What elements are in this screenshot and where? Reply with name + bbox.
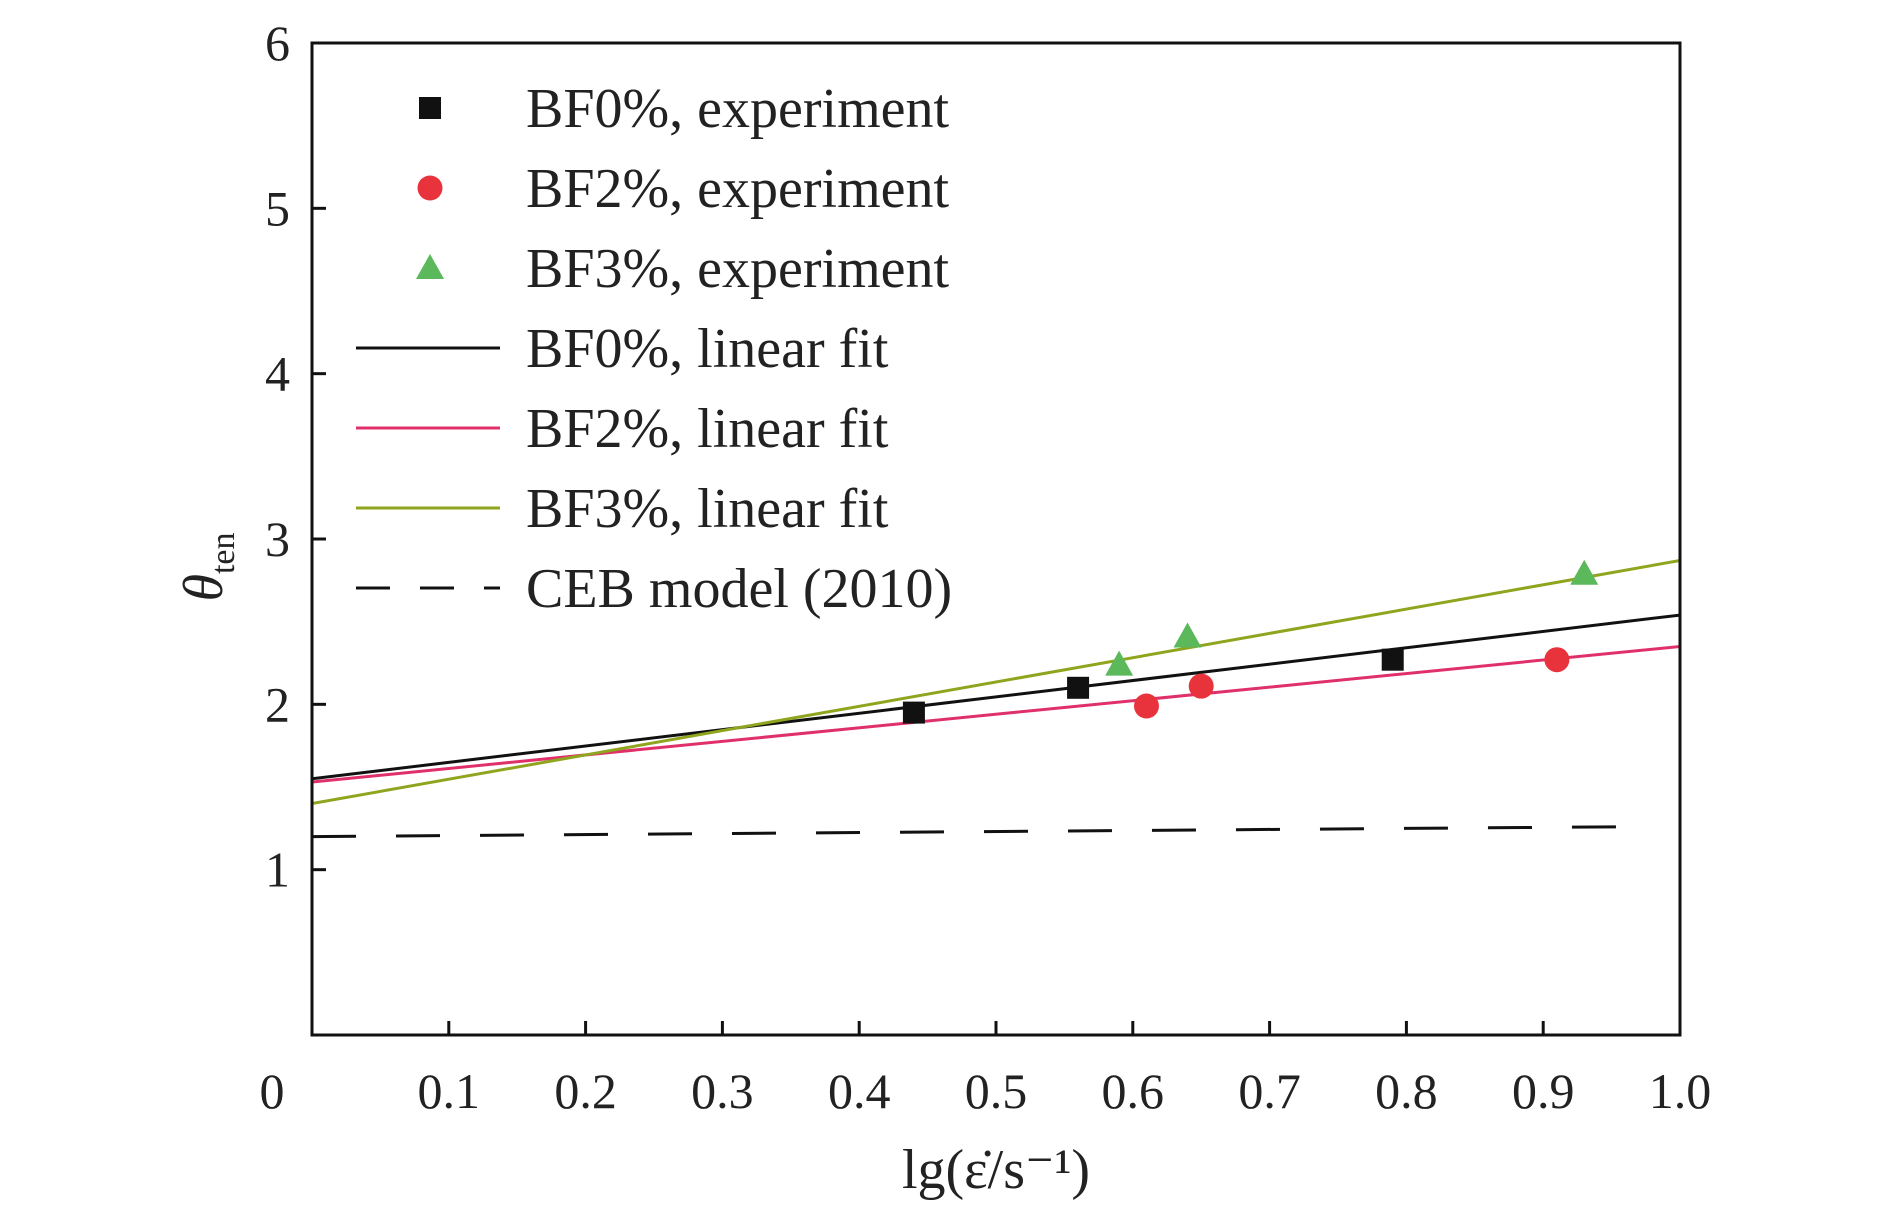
legend-bf2-experiment-marker	[417, 175, 443, 201]
x-tick-label: 0.8	[1375, 1063, 1438, 1119]
y-tick-label: 3	[265, 511, 290, 567]
bf2-experiment-point	[1544, 647, 1570, 673]
y-tick-label: 5	[265, 180, 290, 236]
x-tick-label: 0.5	[965, 1063, 1028, 1119]
y-tick-label: 2	[265, 676, 290, 732]
y-axis-label-sub: ten	[205, 532, 242, 574]
x-axis-label: lg(ε̇/s⁻¹)	[902, 1139, 1090, 1201]
x-tick-label: 0.4	[828, 1063, 891, 1119]
bf0-experiment-point	[1067, 676, 1090, 699]
plot-marks	[312, 559, 1680, 839]
legend-bf0-experiment-marker	[419, 97, 441, 119]
bf3-experiment-point	[1173, 622, 1202, 648]
legend-bf0-linear-fit-label: BF0%, linear fit	[526, 318, 889, 380]
y-axis-label-main: θ	[173, 574, 235, 602]
y-axis: 1 2 3 4 5 6	[265, 15, 326, 898]
x-axis: 0 0.1 0.2 0.3 0.4 0.5 0.6 0.7 0.8 0.9 1.0	[260, 1021, 1712, 1119]
x-tick-label: 0.2	[554, 1063, 617, 1119]
legend-bf2-linear-fit-label: BF2%, linear fit	[526, 398, 889, 460]
legend-bf3-linear-fit-label: BF3%, linear fit	[526, 478, 889, 540]
bf2-experiment-point	[1188, 673, 1214, 699]
legend-bf3-experiment-label: BF3%, experiment	[526, 238, 949, 300]
bf0-linear-fit-line	[312, 613, 1680, 781]
bf2-linear-fit-line	[312, 644, 1680, 784]
bf0-experiment-point	[1381, 648, 1404, 671]
x-tick-label: 0.9	[1512, 1063, 1575, 1119]
bf0-experiment-point	[902, 701, 925, 724]
x-tick-label: 0.6	[1102, 1063, 1165, 1119]
bf3-experiment-point	[1570, 559, 1599, 585]
y-tick-label: 4	[265, 346, 290, 402]
y-tick-label: 6	[265, 15, 290, 71]
x-tick-label: 0.3	[691, 1063, 754, 1119]
legend-bf0-experiment-label: BF0%, experiment	[526, 78, 949, 140]
legend-bf3-experiment-marker	[416, 254, 444, 279]
plot-frame	[310, 41, 1682, 1037]
x-tick-label: 1.0	[1649, 1063, 1712, 1119]
bf2-experiment-point	[1133, 693, 1159, 719]
x-tick-label: 0.7	[1238, 1063, 1301, 1119]
bf3-linear-fit-line	[312, 559, 1680, 806]
y-axis-label: θten	[173, 532, 242, 601]
x-tick-label: 0	[260, 1063, 285, 1119]
ceb-model-2010-line	[312, 825, 1639, 839]
bf3-experiment-point	[1105, 650, 1134, 676]
y-tick-label: 1	[265, 842, 290, 898]
legend: BF0%, experiment BF2%, experiment BF3%, ex…	[356, 78, 952, 620]
x-tick-label: 0.1	[418, 1063, 481, 1119]
legend-ceb-model-2010-label: CEB model (2010)	[526, 558, 952, 620]
legend-bf2-experiment-label: BF2%, experiment	[526, 158, 949, 220]
